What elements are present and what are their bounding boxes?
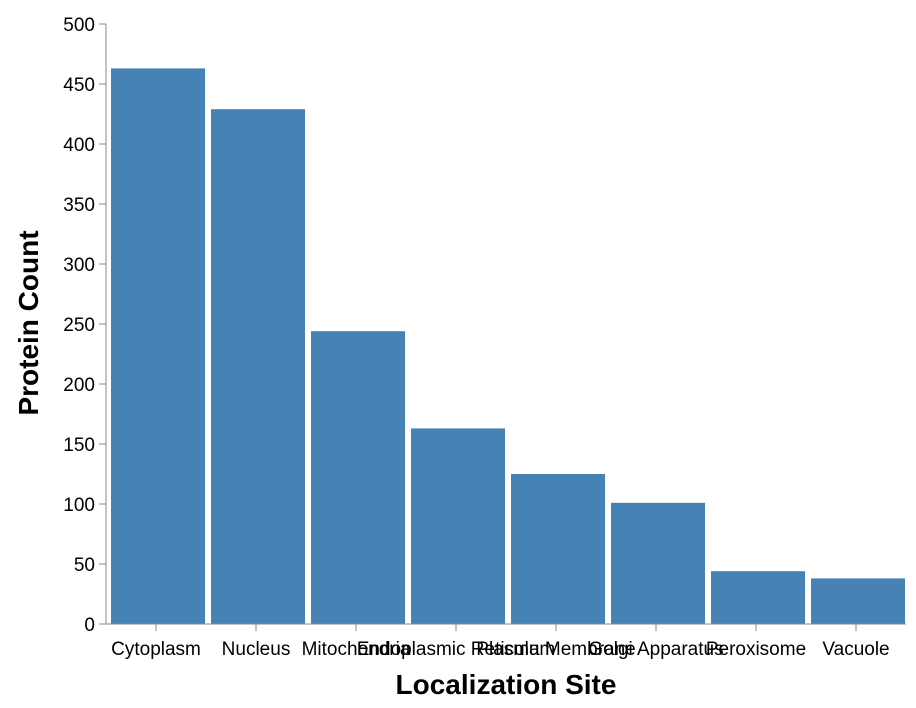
bar-5 bbox=[611, 502, 705, 624]
bar-4 bbox=[511, 474, 605, 624]
y-tick-label-4: 200 bbox=[63, 375, 95, 396]
y-tick-label-8: 400 bbox=[63, 135, 95, 156]
bar-7 bbox=[811, 578, 905, 624]
bar-3 bbox=[411, 428, 505, 624]
y-tick-label-1: 50 bbox=[74, 555, 95, 576]
x-tick-label-0: Cytoplasm bbox=[111, 639, 201, 660]
x-tick-label-5: Golgi Apparatus bbox=[588, 639, 723, 660]
y-tick-label-10: 500 bbox=[63, 15, 95, 36]
x-tick-label-3: Endoplasmic Reticulum bbox=[357, 639, 556, 660]
y-tick-label-6: 300 bbox=[63, 255, 95, 276]
y-tick-label-5: 250 bbox=[63, 315, 95, 336]
x-tick-label-2: Mitochondria bbox=[302, 639, 411, 660]
x-tick-label-4: Plasma Membrane bbox=[476, 639, 635, 660]
bar-1 bbox=[211, 109, 305, 624]
x-tick-label-7: Vacuole bbox=[822, 639, 889, 660]
y-tick-label-2: 100 bbox=[63, 495, 95, 516]
x-tick-label-1: Nucleus bbox=[222, 639, 291, 660]
x-axis: Cytoplasm Nucleus MitochondriaEndoplasmic … bbox=[106, 623, 906, 660]
y-tick-label-7: 350 bbox=[63, 195, 95, 216]
bar-6 bbox=[711, 571, 805, 624]
y-axis: 0 50 100 150 200 250 300 350 400 450 500 bbox=[63, 15, 107, 636]
bar-0 bbox=[111, 68, 205, 624]
x-axis-title: Localization Site bbox=[396, 669, 617, 700]
y-axis-title: Protein Count bbox=[13, 230, 44, 415]
y-tick-label-9: 450 bbox=[63, 75, 95, 96]
y-tick-label-3: 150 bbox=[63, 435, 95, 456]
y-tick-label-0: 0 bbox=[84, 615, 95, 636]
x-tick-label-6: Peroxisome bbox=[706, 639, 806, 660]
bar-2 bbox=[311, 331, 405, 624]
bars-group bbox=[111, 68, 905, 624]
